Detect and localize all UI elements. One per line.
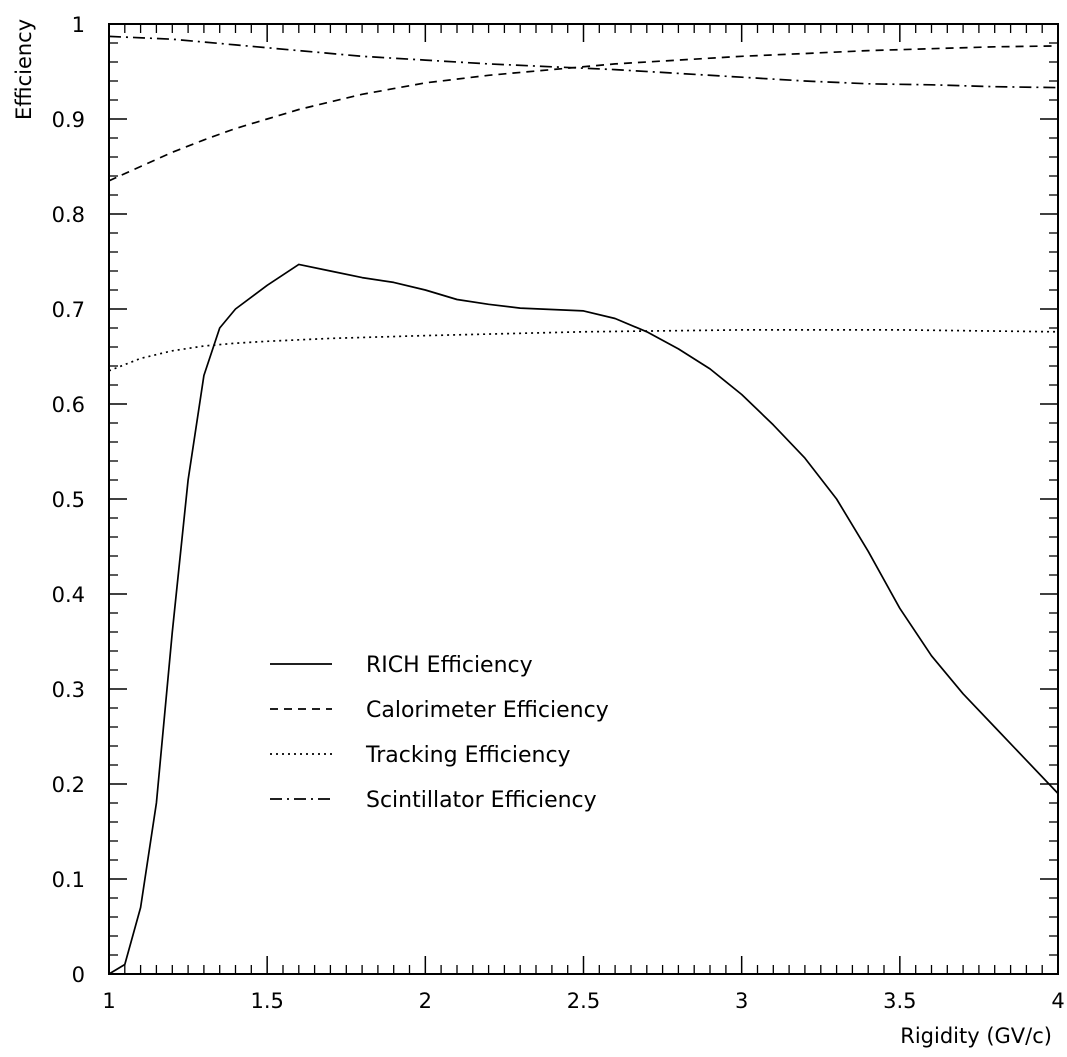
y-axis-label: Efficiency: [12, 19, 36, 120]
minor-ticks: [109, 24, 1058, 974]
y-tick-label: 0.6: [52, 393, 85, 417]
x-axis-label: Rigidity (GV/c): [900, 1024, 1052, 1048]
legend-label: RICH Efficiency: [366, 653, 533, 678]
series-line-4: [108, 35, 1059, 89]
series-line-3: [108, 329, 1059, 372]
y-tick-label: 0.4: [52, 583, 85, 607]
y-tick-label: 0.9: [52, 108, 85, 132]
y-tick-label: 0.3: [52, 678, 85, 702]
major-ticks: [108, 23, 1059, 975]
y-tick-labels: 0 0.1 0.2 0.3 0.4 0.5 0.6 0.7 0.8 0.9 1: [52, 13, 85, 987]
legend-label: Scintillator Efficiency: [366, 788, 597, 813]
x-tick-label: 1: [102, 989, 115, 1013]
y-tick-label: 0: [72, 963, 85, 987]
y-tick-label: 0.2: [52, 773, 85, 797]
x-tick-labels: 1 1.5 2 2.5 3 3.5 4: [102, 989, 1064, 1013]
y-tick-label: 1: [72, 13, 85, 37]
y-tick-label: 0.5: [52, 488, 85, 512]
y-tick-label: 0.8: [52, 203, 85, 227]
y-tick-label: 0.7: [52, 298, 85, 322]
x-tick-label: 2: [419, 989, 432, 1013]
legend-label: Calorimeter Efficiency: [366, 698, 609, 723]
y-tick-label: 0.1: [52, 868, 85, 892]
series-line-2: [108, 45, 1059, 182]
series-line-1: [108, 263, 1059, 975]
plot-frame: [108, 23, 1059, 975]
x-tick-label: 1.5: [250, 989, 283, 1013]
x-tick-label: 3: [735, 989, 748, 1013]
legend: RICH Efficiency Calorimeter Efficiency Tra…: [270, 653, 609, 813]
legend-label: Tracking Efficiency: [365, 743, 571, 768]
x-tick-label: 2.5: [567, 989, 600, 1013]
series-lines: [108, 35, 1059, 975]
x-tick-label: 3.5: [883, 989, 916, 1013]
x-tick-label: 4: [1051, 989, 1064, 1013]
